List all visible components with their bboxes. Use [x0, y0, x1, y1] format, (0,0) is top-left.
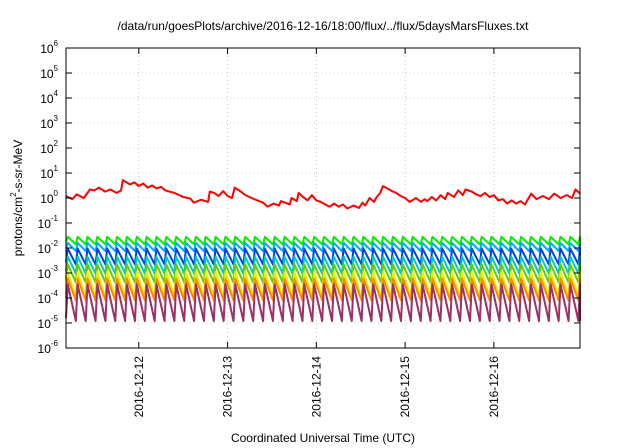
y-tick-label: 10-6: [38, 339, 59, 356]
series-group: [65, 179, 581, 323]
y-tick-label: 105: [40, 64, 58, 81]
y-tick-label: 104: [40, 89, 58, 106]
series-line-9: [65, 283, 581, 323]
y-tick-label: 101: [40, 164, 58, 181]
y-axis-label: protons/cm2-s-sr-MeV: [9, 140, 25, 256]
y-tick-label: 10-1: [38, 214, 59, 231]
series-line-1: [65, 179, 581, 210]
x-tick-label: 2016-12-14: [309, 356, 323, 418]
y-tick-label: 10-2: [38, 239, 59, 256]
y-tick-label: 106: [40, 39, 58, 56]
y-tick-label: 100: [40, 189, 58, 206]
series-line-3: [65, 241, 581, 253]
x-axis-label: Coordinated Universal Time (UTC): [231, 431, 415, 445]
series-line-2: [65, 235, 581, 246]
y-tick-label: 102: [40, 139, 58, 156]
x-tick-label: 2016-12-13: [221, 356, 235, 418]
y-tick-label: 103: [40, 114, 58, 131]
chart-title: /data/run/goesPlots/archive/2016-12-16/1…: [118, 19, 530, 33]
x-tick-label: 2016-12-12: [132, 356, 146, 418]
y-tick-label: 10-5: [38, 314, 59, 331]
y-axis-ticks: 10-6 10-5 10-4 10-3 10-2 10-1 100 101 102 103 104 1…: [38, 39, 580, 356]
x-tick-label: 2016-12-15: [398, 356, 412, 418]
y-tick-label: 10-4: [38, 289, 59, 306]
x-axis-ticks: 2016-12-12 2016-12-13 2016-12-14 2016-12-15…: [132, 48, 501, 417]
x-tick-label: 2016-12-16: [487, 356, 501, 418]
y-tick-label: 10-3: [38, 264, 59, 281]
